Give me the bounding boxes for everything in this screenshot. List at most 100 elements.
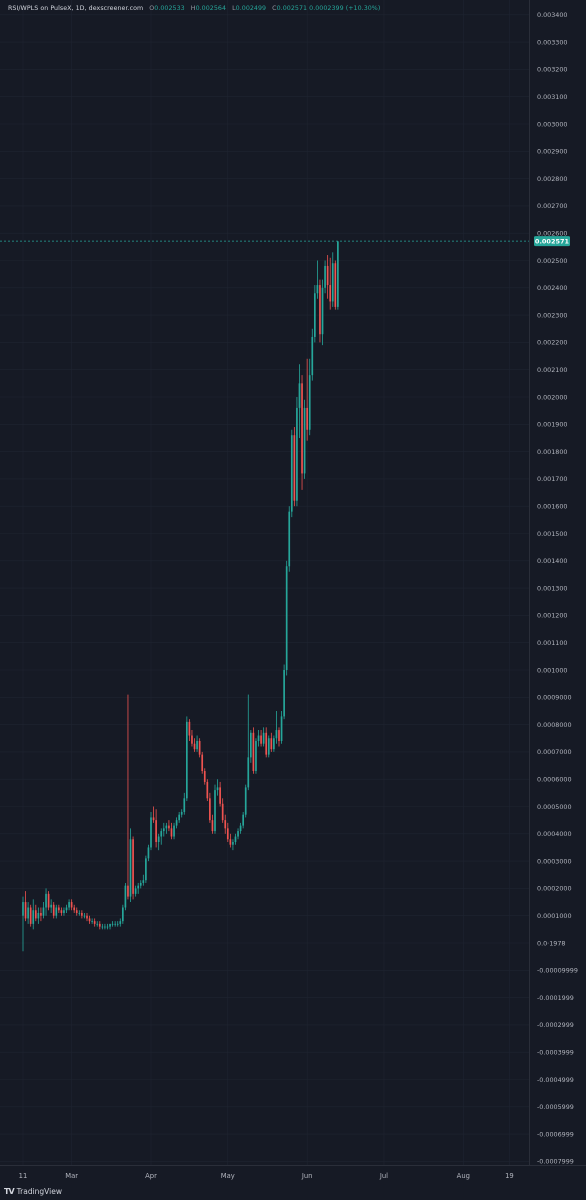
candle (22, 896, 24, 952)
time-axis[interactable]: 11 Mar Apr May Jun Jul Aug 19 (19, 1172, 514, 1180)
candle-body (50, 904, 53, 908)
y-tick-label: 0.001000 (537, 666, 568, 674)
y-tick-label: 0.003400 (537, 11, 568, 19)
y-tick-label: 0.001500 (537, 530, 568, 538)
candle (57, 904, 60, 913)
candle-body (301, 383, 303, 474)
x-tick-label: May (221, 1172, 235, 1180)
candle (242, 811, 245, 829)
candle (93, 918, 96, 927)
candle-body (180, 811, 183, 815)
candle (267, 735, 270, 758)
y-tick-label: -0.0003999 (537, 1049, 574, 1057)
symbol-title[interactable]: RSI/WPLS on PulseX, 1D, dexscreener.com (8, 5, 144, 12)
candle (50, 899, 53, 913)
candle (201, 751, 204, 774)
y-tick-label: 0.0004000 (537, 830, 572, 838)
candles (22, 241, 339, 952)
candle-body (334, 263, 337, 307)
tradingview-footer[interactable]: TV TradingView (4, 1187, 62, 1196)
candle-body (57, 907, 60, 911)
candle (42, 902, 45, 919)
candle (116, 921, 119, 927)
candle (127, 694, 129, 900)
candle-body (183, 798, 186, 812)
y-tick-label: 0.0·1978 (537, 939, 565, 947)
candle-body (249, 732, 252, 758)
candle-body (165, 825, 168, 829)
candle (262, 727, 265, 747)
x-tick-label: 19 (505, 1172, 514, 1180)
low-value: 0.002499 (235, 5, 267, 12)
candle (109, 923, 111, 930)
candle-body (313, 293, 316, 337)
candle-body (73, 907, 76, 911)
y-tick-label: -0.0002999 (537, 1021, 574, 1029)
candle-body (78, 912, 81, 914)
candle-body (255, 740, 257, 772)
candle (155, 809, 157, 848)
candle-body (137, 885, 140, 889)
candle (203, 768, 206, 785)
candle-body (285, 566, 288, 670)
candle-body (168, 825, 170, 829)
price-axis[interactable]: 0.003400 0.003300 0.003200 0.003100 0.003000… (537, 11, 578, 1166)
y-tick-label: 0.0006000 (537, 776, 572, 784)
candle-body (129, 839, 132, 897)
y-tick-label: 0.002600 (537, 230, 568, 238)
candle (145, 855, 147, 883)
y-tick-label: 0.001200 (537, 612, 568, 620)
candle-body (160, 831, 163, 837)
candle (119, 918, 122, 927)
candle (24, 891, 27, 922)
close-label: C (272, 5, 277, 12)
candle-body (219, 787, 221, 804)
candle-body (206, 781, 209, 799)
y-tick-label: -0.0004999 (537, 1076, 574, 1084)
candle-body (173, 825, 175, 837)
candle-body (280, 716, 283, 741)
candle (313, 285, 316, 343)
candle (65, 904, 68, 913)
candle (178, 811, 181, 823)
candle-body (265, 732, 268, 755)
candle (152, 806, 155, 823)
y-tick-label: 0.001100 (537, 639, 568, 647)
y-tick-label: -0.0001999 (537, 994, 574, 1002)
candle-body (81, 912, 83, 916)
x-tick-label: Mar (65, 1172, 78, 1180)
candle-body (221, 803, 224, 821)
candle (165, 822, 168, 834)
candle (101, 923, 104, 930)
candle (337, 241, 339, 310)
candle (278, 727, 280, 747)
open-label: O (149, 5, 155, 12)
candle-body (267, 738, 270, 755)
candle (232, 839, 234, 851)
y-tick-label: 0.0003000 (537, 857, 572, 865)
candle-body (260, 735, 262, 744)
candle (252, 727, 255, 774)
candle (293, 427, 296, 507)
candle-body (70, 902, 73, 908)
high-label: H (190, 5, 196, 12)
candle (234, 833, 237, 845)
candle-body (298, 383, 301, 408)
y-tick-label: 0.001800 (537, 448, 568, 456)
y-tick-label: 0.002000 (537, 393, 568, 401)
candle-body (308, 375, 311, 430)
candle-body (96, 923, 99, 925)
candle (88, 915, 91, 924)
candle (52, 902, 55, 919)
candle (83, 912, 86, 919)
candle-body (142, 880, 145, 883)
candle (329, 257, 332, 310)
y-tick-label: 0.0002000 (537, 885, 572, 893)
candle (308, 358, 311, 436)
y-tick-label: 0.003200 (537, 66, 568, 74)
candle (188, 719, 191, 741)
candle-body (93, 921, 96, 924)
y-tick-label: 0.003000 (537, 120, 568, 128)
candle-body (37, 912, 40, 919)
